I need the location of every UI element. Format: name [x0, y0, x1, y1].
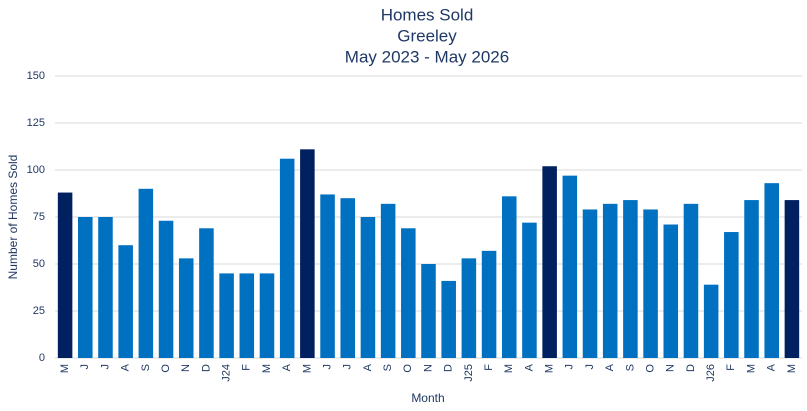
x-axis-label: Month — [411, 391, 444, 405]
chart-subtitle: May 2023 - May 2026 — [345, 47, 509, 66]
bar — [481, 250, 497, 358]
x-tick-label: A — [766, 363, 778, 371]
x-tick-label: S — [624, 364, 636, 371]
x-tick-label: O — [160, 364, 172, 373]
x-tick-label: J — [321, 364, 333, 370]
bar — [239, 273, 255, 358]
bar — [360, 217, 376, 358]
bar — [562, 175, 578, 358]
bar — [320, 194, 335, 358]
x-tick-label: A — [523, 363, 535, 371]
bar — [219, 273, 234, 358]
x-tick-label: F — [725, 364, 737, 371]
x-tick-label: A — [120, 363, 132, 371]
x-tick-label: M — [745, 364, 757, 373]
x-tick-label: A — [362, 363, 374, 371]
x-tick-label: F — [241, 364, 253, 371]
chart-subtitle: Greeley — [397, 26, 457, 45]
bar — [663, 224, 679, 358]
bar — [340, 198, 356, 358]
y-tick-label: 150 — [27, 70, 45, 82]
bar — [78, 217, 93, 358]
bar — [441, 280, 456, 358]
bar — [643, 209, 658, 358]
x-tick-label: M — [301, 364, 313, 373]
y-tick-label: 125 — [27, 117, 45, 129]
x-tick-label: A — [604, 363, 616, 371]
bar — [380, 203, 396, 358]
bar — [683, 203, 699, 358]
chart-title: Homes Sold — [381, 5, 474, 24]
x-tick-label: O — [402, 364, 414, 373]
x-tick-label: S — [382, 364, 394, 371]
y-tick-label: 50 — [33, 258, 45, 270]
bar — [118, 245, 133, 358]
bar — [300, 149, 315, 358]
x-tick-label: M — [503, 364, 515, 373]
bar — [784, 200, 800, 358]
bar — [461, 258, 477, 358]
x-tick-label: J — [584, 364, 596, 370]
bar — [602, 203, 618, 358]
bar — [57, 192, 73, 358]
bar — [259, 273, 275, 358]
x-tick-label: S — [140, 364, 152, 371]
bar — [178, 258, 194, 358]
bar — [582, 209, 598, 358]
bar — [744, 200, 759, 358]
bar — [703, 284, 719, 358]
x-tick-label: J26 — [705, 364, 717, 382]
bar — [522, 222, 537, 358]
x-tick-label: J25 — [463, 364, 475, 382]
y-tick-label: 100 — [27, 164, 45, 176]
x-tick-label: A — [281, 363, 293, 371]
bar — [158, 220, 174, 358]
bar — [401, 228, 416, 358]
bar — [724, 232, 739, 358]
x-tick-label: M — [261, 364, 273, 373]
x-tick-label: J — [79, 364, 91, 370]
x-tick-label: N — [665, 364, 677, 372]
x-tick-label: D — [200, 364, 212, 372]
x-tick-label: N — [180, 364, 192, 372]
bar — [501, 196, 517, 358]
y-axis-label: Number of Homes Sold — [6, 155, 20, 280]
x-tick-label: J — [342, 364, 354, 370]
x-tick-label: J — [564, 364, 576, 370]
x-tick-label: D — [685, 364, 697, 372]
x-tick-label: J24 — [221, 364, 233, 382]
bar — [421, 264, 436, 358]
bar — [98, 217, 113, 358]
x-tick-label: O — [644, 364, 656, 373]
bar — [764, 183, 779, 358]
x-tick-label: M — [786, 364, 798, 373]
bar — [542, 166, 557, 358]
bar — [623, 200, 638, 358]
x-tick-label: M — [544, 364, 556, 373]
bar — [279, 158, 295, 358]
x-tick-label: M — [59, 364, 71, 373]
y-tick-label: 0 — [39, 352, 45, 364]
x-tick-label: D — [443, 364, 455, 372]
y-tick-label: 75 — [33, 211, 45, 223]
x-tick-label: J — [99, 364, 111, 370]
bar — [199, 228, 214, 358]
x-tick-label: N — [422, 364, 434, 372]
x-tick-label: F — [483, 364, 495, 371]
y-tick-label: 25 — [33, 305, 45, 317]
bar — [138, 188, 154, 358]
